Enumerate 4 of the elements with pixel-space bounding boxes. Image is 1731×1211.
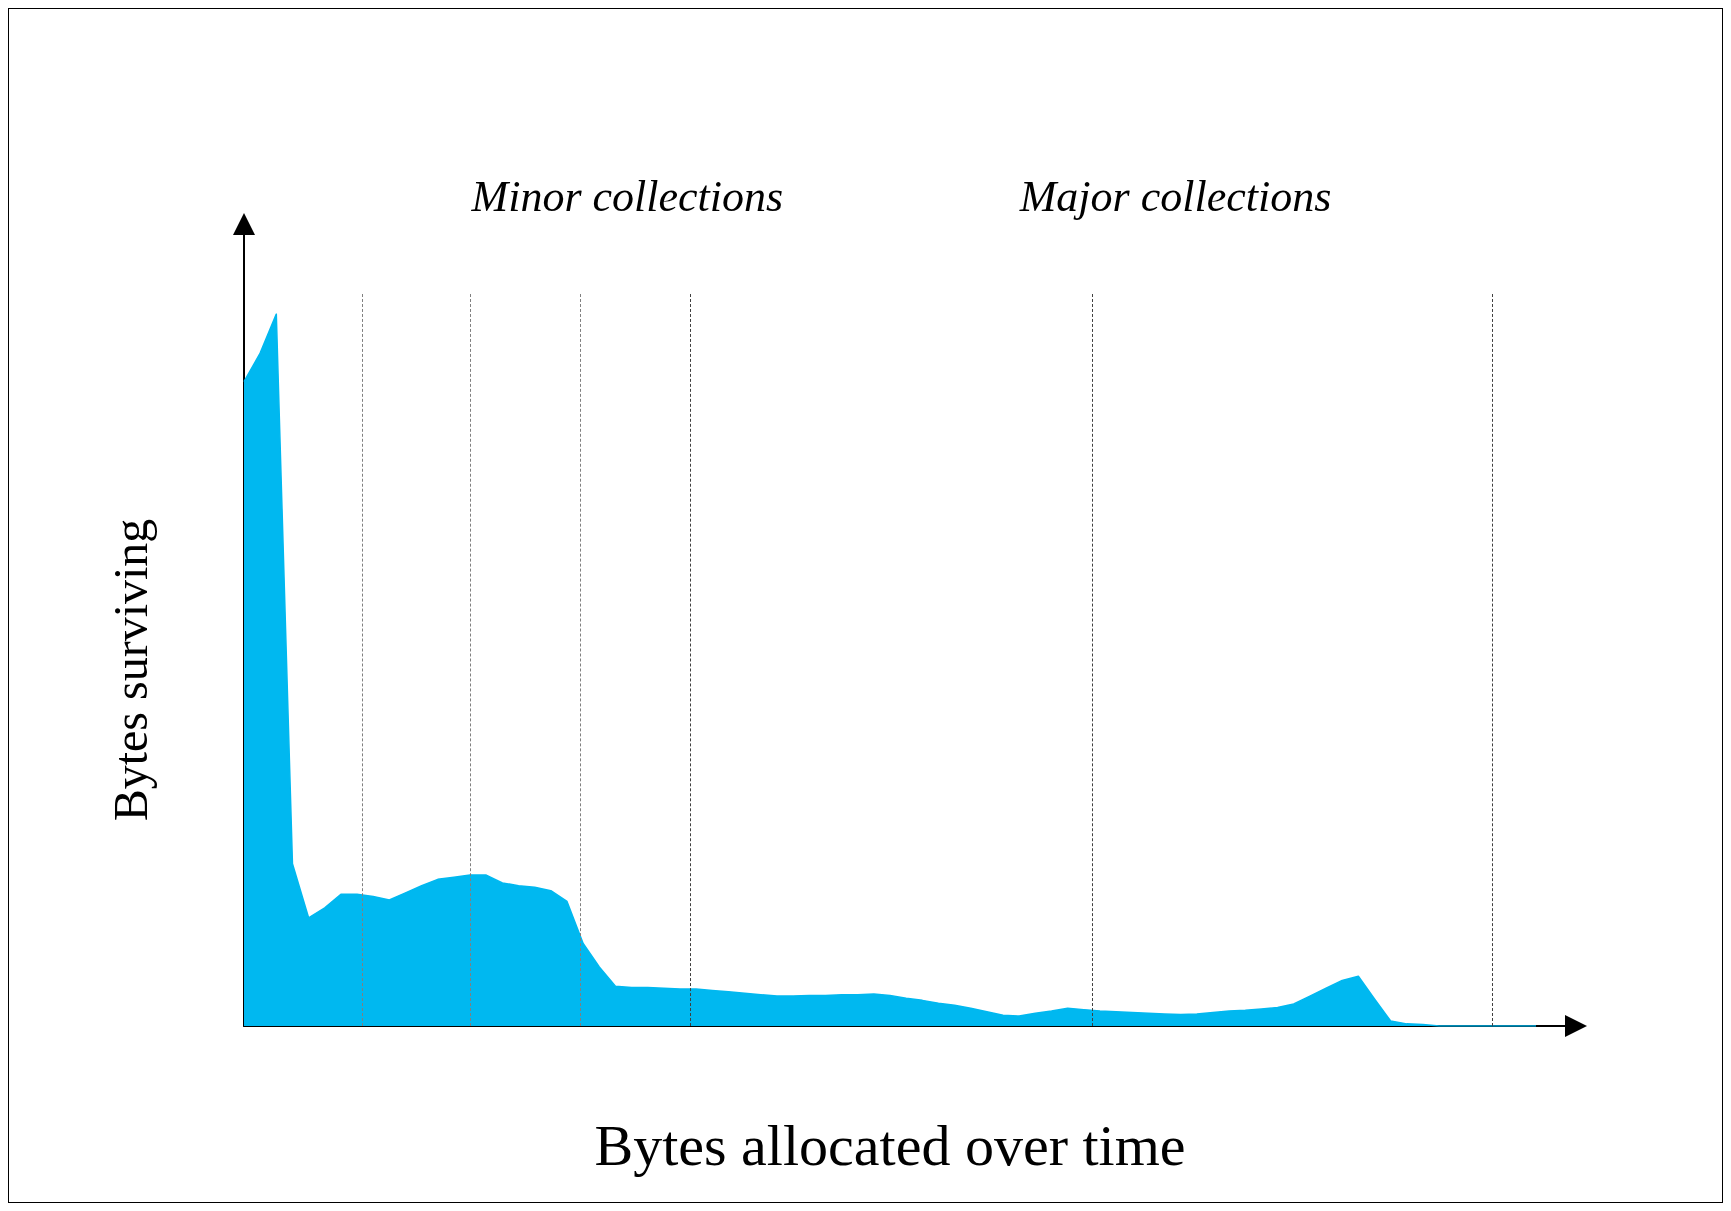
text: Major collections (1018, 171, 1332, 221)
y-axis-title: Bytes surviving (103, 518, 157, 822)
text: Minor collections (470, 171, 784, 221)
x-axis-title: Bytes allocated over time (594, 1112, 1186, 1178)
